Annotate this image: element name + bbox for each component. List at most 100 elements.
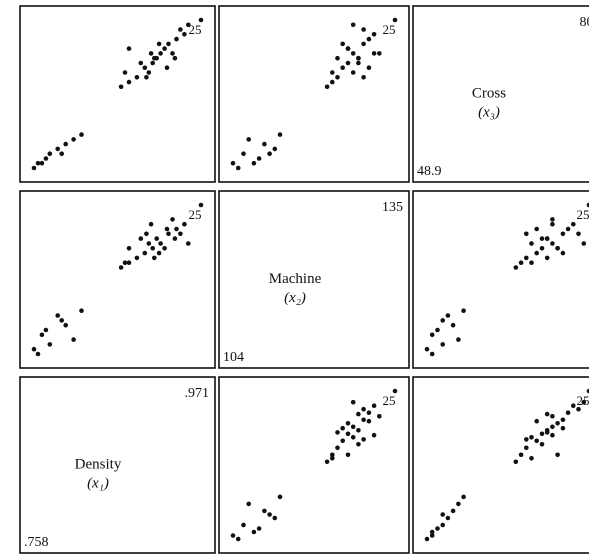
observation-label-25-x1-vs-x2: 25 (383, 393, 396, 408)
point-obs-24-x2-vs-x3 (550, 221, 555, 227)
point-obs-24-x2-vs-x1 (148, 221, 154, 227)
observation-label-25-x3-vs-x2: 25 (383, 22, 396, 37)
point-obs-6-x2-vs-x1 (134, 255, 140, 261)
variable-symbol-density: (x₁) (87, 476, 109, 492)
point-obs-30-x2-vs-x1 (55, 313, 60, 318)
range-max-machine: 135 (382, 200, 403, 215)
point-obs-21-x1-vs-x3 (560, 425, 566, 431)
point-obs-16-x1-vs-x2 (335, 430, 340, 435)
point-obs-29-x2-vs-x1 (31, 346, 37, 352)
point-obs-14-x2-vs-x3 (576, 231, 581, 237)
point-obs-2-x3-vs-x1 (150, 60, 155, 66)
point-obs-28-x3-vs-x1 (63, 141, 68, 147)
point-obs-28-x1-vs-x2 (262, 508, 267, 514)
point-obs-34-x2-vs-x3 (461, 308, 466, 314)
range-min-machine: 104 (223, 350, 244, 365)
point-obs-15-x2-vs-x3 (539, 236, 545, 241)
point-obs-25-x2-vs-x1 (198, 202, 204, 208)
variable-name-machine: Machine (269, 271, 322, 287)
point-obs-17-x1-vs-x3 (534, 418, 539, 424)
point-obs-20-x3-vs-x1 (144, 75, 149, 80)
point-obs-32-x3-vs-x2 (256, 156, 262, 161)
point-obs-18-x1-vs-x2 (345, 452, 351, 458)
point-obs-1-x1-vs-x3 (550, 424, 555, 430)
point-obs-35-x2-vs-x1 (35, 351, 41, 357)
point-obs-20-x1-vs-x3 (524, 437, 529, 442)
panel-frame-x2-vs-x2 (218, 190, 410, 369)
point-obs-18-x1-vs-x3 (555, 452, 560, 458)
variable-name-density: Density (75, 457, 122, 473)
point-obs-34-x1-vs-x2 (277, 494, 283, 500)
point-obs-18-x2-vs-x3 (555, 246, 560, 251)
point-obs-35-x2-vs-x3 (429, 351, 435, 357)
point-obs-31-x1-vs-x3 (456, 501, 461, 507)
point-obs-17-x2-vs-x3 (534, 226, 539, 232)
point-obs-33-x1-vs-x3 (440, 512, 446, 517)
point-obs-16-x1-vs-x3 (544, 430, 550, 435)
point-obs-10-x2-vs-x1 (162, 246, 167, 251)
panel-frame-x1-vs-x2 (218, 376, 410, 554)
point-obs-20-x2-vs-x1 (144, 231, 149, 237)
point-obs-7-x1-vs-x2 (356, 428, 361, 433)
point-obs-2-x2-vs-x1 (150, 246, 155, 251)
point-obs-6-x3-vs-x2 (335, 75, 340, 80)
point-obs-22-x3-vs-x1 (122, 70, 128, 75)
point-obs-13-x1-vs-x3 (513, 459, 519, 465)
point-obs-19-x3-vs-x1 (186, 22, 191, 28)
point-obs-27-x2-vs-x3 (429, 332, 435, 338)
point-obs-26-x3-vs-x2 (241, 151, 246, 156)
point-obs-11-x3-vs-x1 (146, 70, 152, 75)
point-obs-23-x2-vs-x1 (172, 236, 178, 241)
point-obs-22-x2-vs-x3 (529, 260, 534, 266)
point-obs-27-x3-vs-x2 (251, 160, 257, 166)
range-max-density: .971 (185, 386, 210, 401)
point-obs-16-x3-vs-x1 (152, 55, 157, 61)
point-obs-20-x3-vs-x2 (361, 75, 366, 80)
observation-label-25-x2-vs-x3: 25 (577, 207, 589, 222)
point-obs-6-x3-vs-x1 (134, 75, 140, 80)
point-obs-34-x3-vs-x1 (79, 132, 84, 137)
point-obs-22-x2-vs-x1 (122, 260, 128, 266)
point-obs-22-x1-vs-x3 (529, 456, 534, 461)
point-obs-14-x3-vs-x2 (361, 27, 366, 32)
panel-frame-x3-vs-x2 (218, 5, 410, 183)
point-obs-21-x3-vs-x2 (340, 41, 346, 47)
point-obs-17-x3-vs-x1 (164, 65, 170, 70)
point-obs-23-x1-vs-x3 (544, 411, 550, 417)
point-obs-20-x1-vs-x2 (361, 437, 366, 442)
point-obs-9-x1-vs-x2 (330, 452, 335, 458)
point-obs-25-x3-vs-x2 (392, 17, 398, 23)
point-obs-33-x1-vs-x2 (267, 512, 272, 517)
point-obs-4-x3-vs-x2 (340, 65, 346, 70)
variable-symbol-machine: (x₂) (284, 290, 306, 306)
point-obs-4-x1-vs-x3 (534, 438, 539, 444)
point-obs-5-x1-vs-x3 (565, 410, 571, 416)
point-obs-26-x3-vs-x1 (47, 151, 53, 156)
point-obs-30-x3-vs-x1 (55, 146, 60, 152)
point-obs-14-x1-vs-x2 (361, 406, 366, 412)
point-obs-11-x1-vs-x3 (529, 435, 534, 440)
point-obs-6-x1-vs-x3 (524, 445, 529, 451)
point-obs-15-x1-vs-x2 (356, 442, 361, 447)
point-obs-10-x1-vs-x2 (345, 421, 351, 426)
point-obs-29-x3-vs-x1 (31, 165, 37, 171)
point-obs-17-x2-vs-x1 (164, 226, 170, 232)
observation-label-25-x2-vs-x1: 25 (189, 207, 202, 222)
point-obs-31-x1-vs-x2 (246, 501, 251, 507)
point-obs-31-x3-vs-x2 (246, 137, 251, 142)
point-obs-1-x2-vs-x3 (550, 241, 555, 246)
point-obs-15-x3-vs-x1 (138, 60, 144, 66)
point-obs-12-x3-vs-x2 (377, 51, 382, 56)
point-obs-31-x2-vs-x3 (456, 337, 461, 342)
point-obs-26-x1-vs-x2 (241, 522, 246, 528)
point-obs-33-x2-vs-x3 (440, 318, 446, 323)
point-obs-5-x1-vs-x2 (366, 410, 372, 416)
point-obs-2-x1-vs-x2 (345, 431, 351, 437)
point-obs-28-x1-vs-x3 (450, 508, 456, 514)
point-obs-30-x3-vs-x2 (272, 146, 278, 152)
point-obs-29-x1-vs-x2 (235, 536, 241, 542)
panel-frame-x3-vs-x3 (412, 5, 589, 183)
point-obs-27-x1-vs-x3 (429, 529, 435, 535)
point-obs-26-x2-vs-x1 (47, 342, 53, 347)
point-obs-7-x2-vs-x1 (154, 236, 159, 241)
